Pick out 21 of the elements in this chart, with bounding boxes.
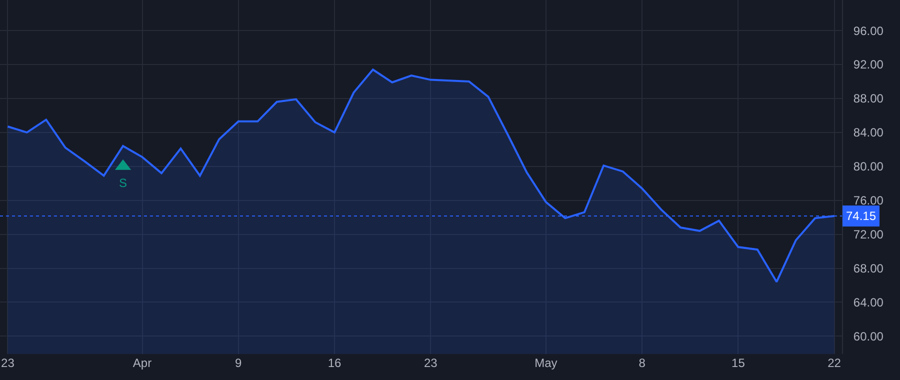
series-label: S xyxy=(119,176,128,190)
y-tick-label: 76.00 xyxy=(853,194,884,208)
x-tick-label: May xyxy=(534,356,558,370)
x-tick-label: 15 xyxy=(732,356,746,370)
y-tick-label: 72.00 xyxy=(853,228,884,242)
x-tick-label: 22 xyxy=(828,356,842,370)
ref-line-label: 74.15 xyxy=(846,209,876,223)
x-tick-label: 9 xyxy=(235,356,242,370)
x-tick-label: 23 xyxy=(424,356,438,370)
x-tick-label: 16 xyxy=(328,356,342,370)
x-tick-label: 8 xyxy=(638,356,646,370)
y-tick-label: 80.00 xyxy=(853,160,884,174)
y-tick-label: 68.00 xyxy=(853,261,884,276)
y-tick-label: 88.00 xyxy=(853,92,884,106)
y-tick-label: 84.00 xyxy=(853,126,884,140)
y-tick-label: 60.00 xyxy=(853,329,884,344)
y-tick-label: 92.00 xyxy=(853,58,884,72)
x-tick-label: Apr xyxy=(132,356,152,370)
y-tick-label: 96.00 xyxy=(853,24,884,38)
x-tick-label: 23 xyxy=(1,356,15,370)
y-tick-label: 64.00 xyxy=(853,295,884,310)
